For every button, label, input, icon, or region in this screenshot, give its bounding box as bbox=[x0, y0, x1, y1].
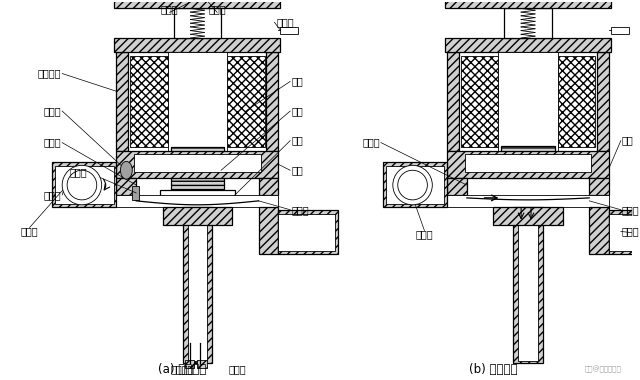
Bar bbox=[163, 207, 232, 225]
Bar bbox=[383, 162, 447, 207]
Bar bbox=[589, 178, 609, 195]
Text: 泄压孔: 泄压孔 bbox=[228, 365, 246, 375]
Circle shape bbox=[67, 170, 97, 200]
Bar bbox=[115, 0, 280, 8]
Bar bbox=[447, 178, 467, 195]
Bar bbox=[115, 38, 280, 52]
Bar bbox=[447, 195, 609, 207]
Bar bbox=[513, 207, 543, 363]
Text: (b) 通电开启: (b) 通电开启 bbox=[469, 363, 518, 375]
Bar bbox=[278, 214, 335, 251]
Text: 过滤网: 过滤网 bbox=[44, 190, 61, 200]
Text: 铁心: 铁心 bbox=[291, 106, 303, 116]
Text: 阀盘: 阀盘 bbox=[622, 136, 634, 146]
Bar bbox=[403, 185, 422, 191]
Bar bbox=[403, 175, 422, 181]
Bar bbox=[184, 360, 195, 368]
Bar bbox=[504, 8, 552, 38]
Bar bbox=[132, 186, 139, 200]
Text: 隔水套: 隔水套 bbox=[209, 5, 226, 14]
Bar bbox=[445, 0, 611, 8]
Bar bbox=[227, 56, 264, 147]
Bar bbox=[259, 207, 278, 254]
Bar bbox=[611, 27, 628, 34]
Bar bbox=[518, 207, 538, 361]
Circle shape bbox=[393, 165, 432, 205]
Bar bbox=[55, 166, 113, 204]
Bar bbox=[160, 190, 235, 200]
Bar bbox=[173, 8, 221, 38]
Bar bbox=[386, 166, 444, 204]
Bar bbox=[447, 52, 459, 150]
Text: 橡胶膜: 橡胶膜 bbox=[291, 205, 308, 215]
Bar bbox=[280, 27, 298, 34]
Bar bbox=[278, 210, 337, 254]
Bar bbox=[499, 52, 557, 150]
Ellipse shape bbox=[120, 162, 132, 179]
Circle shape bbox=[397, 170, 428, 200]
Bar bbox=[134, 154, 260, 172]
Bar bbox=[116, 195, 278, 207]
Text: 减压圈: 减压圈 bbox=[69, 167, 87, 177]
Bar bbox=[609, 214, 640, 251]
Text: 头条@哥专修电器: 头条@哥专修电器 bbox=[585, 365, 622, 373]
Text: 线圈: 线圈 bbox=[291, 76, 303, 86]
Bar bbox=[589, 207, 609, 254]
Bar bbox=[501, 146, 555, 170]
Bar bbox=[52, 162, 116, 207]
Text: (a) 断电关闭: (a) 断电关闭 bbox=[159, 363, 207, 375]
Bar bbox=[445, 38, 611, 52]
Bar bbox=[116, 178, 136, 195]
Bar bbox=[72, 185, 92, 191]
Bar bbox=[557, 56, 595, 147]
Bar bbox=[465, 154, 591, 172]
Bar bbox=[131, 56, 168, 147]
Text: 阀体: 阀体 bbox=[291, 165, 303, 175]
Text: 进水腔: 进水腔 bbox=[415, 230, 433, 239]
Circle shape bbox=[62, 165, 102, 205]
Bar bbox=[171, 147, 224, 190]
Bar bbox=[197, 360, 207, 368]
Bar bbox=[168, 52, 227, 150]
Bar bbox=[188, 207, 207, 361]
Text: 小弹簧: 小弹簧 bbox=[161, 5, 179, 14]
Text: 控制腔: 控制腔 bbox=[362, 138, 380, 147]
Text: 出水管: 出水管 bbox=[622, 226, 639, 236]
Bar bbox=[490, 168, 566, 178]
Bar bbox=[597, 52, 609, 150]
Bar bbox=[447, 150, 609, 178]
Text: 橡胶塞: 橡胶塞 bbox=[44, 106, 61, 116]
Bar bbox=[266, 52, 278, 150]
Bar bbox=[493, 207, 563, 225]
Text: 加压针孔: 加压针孔 bbox=[171, 365, 195, 375]
Bar bbox=[72, 175, 92, 181]
Text: 进水口: 进水口 bbox=[20, 226, 38, 236]
Text: 阀盘: 阀盘 bbox=[291, 136, 303, 146]
Bar bbox=[609, 210, 640, 254]
Bar bbox=[259, 178, 278, 195]
Text: 接线片: 接线片 bbox=[276, 17, 294, 27]
Bar bbox=[182, 207, 212, 363]
Bar bbox=[116, 52, 128, 150]
Text: 控制腔: 控制腔 bbox=[44, 138, 61, 147]
Bar bbox=[116, 150, 278, 178]
Text: 导磁铁架: 导磁铁架 bbox=[38, 68, 61, 79]
Text: 橡胶膜: 橡胶膜 bbox=[622, 205, 639, 215]
Bar bbox=[461, 56, 499, 147]
